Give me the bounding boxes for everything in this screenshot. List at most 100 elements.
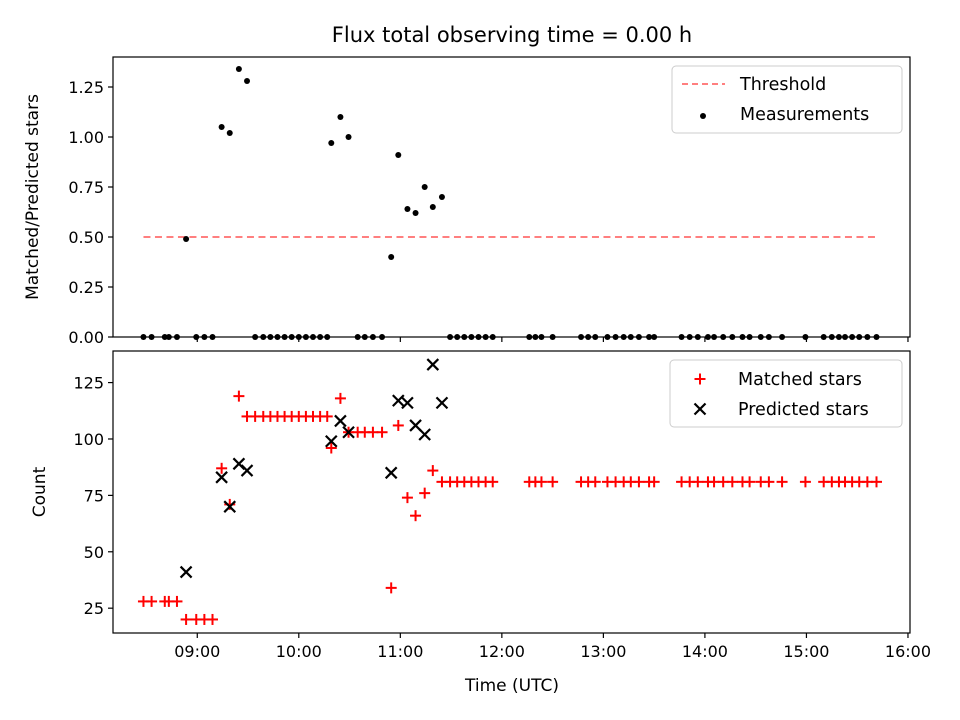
measurement-point xyxy=(686,334,693,340)
measurement-point xyxy=(873,334,880,340)
predicted-star-point-b xyxy=(342,425,355,439)
measurement-point xyxy=(757,334,764,340)
bottom-x-tick-label: 14:00 xyxy=(682,642,728,661)
matched-star-point xyxy=(648,476,660,488)
measurement-point xyxy=(720,334,727,340)
predicted-star-point xyxy=(334,414,347,428)
predicted-star-point xyxy=(392,394,405,407)
matched-star-point xyxy=(392,419,404,431)
matched-star-point xyxy=(692,476,704,488)
matched-star-point xyxy=(146,595,158,607)
matched-star-point xyxy=(216,462,228,474)
matched-star-point xyxy=(535,476,547,488)
predicted-star-point-b xyxy=(401,396,414,410)
predicted-star-point-b xyxy=(435,396,449,410)
bottom-y-tick-label: 50 xyxy=(84,543,104,562)
top-panel-frame xyxy=(112,56,911,338)
measurement-point xyxy=(729,334,736,340)
predicted-star-point-b xyxy=(240,464,254,477)
measurement-point xyxy=(379,334,386,340)
measurement-point xyxy=(849,334,856,340)
measurement-point xyxy=(468,334,475,340)
measurement-point xyxy=(404,206,411,212)
measurement-point xyxy=(538,334,545,340)
legend-matched-label: Matched stars xyxy=(738,370,862,390)
measurement-point xyxy=(412,210,419,216)
matched-star-point xyxy=(870,476,882,488)
measurement-point xyxy=(324,334,331,340)
measurement-point xyxy=(604,334,611,340)
bottom-legend: Matched stars Predicted stars xyxy=(669,359,903,428)
matched-star-point xyxy=(206,613,218,625)
predicted-star-point-b xyxy=(409,419,422,432)
predicted-star-point xyxy=(401,396,414,410)
bottom-y-tick-label: 125 xyxy=(73,374,104,393)
measurement-point xyxy=(842,334,849,340)
measurement-point xyxy=(395,152,402,158)
measurement-point xyxy=(475,334,482,340)
matched-star-point xyxy=(233,390,245,402)
measurement-point xyxy=(337,114,344,120)
measurement-point xyxy=(646,334,653,340)
matched-star-point xyxy=(171,595,183,607)
matched-star-point xyxy=(419,487,431,499)
predicted-star-point xyxy=(435,396,449,410)
matched-star-point xyxy=(410,510,422,522)
bottom-y-tick-label: 100 xyxy=(73,430,104,449)
x-axis-label: Time (UTC) xyxy=(464,676,559,696)
matched-star-point xyxy=(776,476,788,488)
measurement-point xyxy=(678,334,685,340)
measurement-point xyxy=(310,334,317,340)
measurement-point xyxy=(302,334,309,340)
measurement-point xyxy=(802,334,809,340)
measurement-point xyxy=(828,334,835,340)
measurement-point xyxy=(820,334,827,340)
predicted-star-point xyxy=(215,471,228,484)
measurement-point xyxy=(578,334,585,340)
predicted-star-point-b xyxy=(392,394,405,407)
matched-star-point xyxy=(376,426,388,438)
measurement-point xyxy=(295,334,302,340)
measurement-point xyxy=(482,334,489,340)
measurement-point xyxy=(779,334,786,340)
predicted-star-point-b xyxy=(325,434,338,448)
measurement-point xyxy=(274,334,281,340)
top-y-tick-label: 0.75 xyxy=(68,178,104,197)
measurement-point xyxy=(226,130,233,136)
measurement-point xyxy=(193,334,200,340)
top-legend-box xyxy=(671,65,903,134)
bottom-panel-y-axis-label: Count xyxy=(30,466,50,517)
measurement-point xyxy=(201,334,208,340)
bottom-panel-counts: 09:00 10:00 11:00 12:00 13:00 14:00 15:00 16:00… xyxy=(30,350,931,696)
measurement-point xyxy=(429,204,436,210)
measurement-point xyxy=(549,334,556,340)
predicted-star-point-b xyxy=(384,466,398,480)
predicted-star-point-b xyxy=(418,428,431,441)
bottom-panel-frame xyxy=(112,350,911,634)
predicted-star-point xyxy=(384,466,398,480)
measurement-point xyxy=(218,124,225,130)
measurement-point xyxy=(765,334,772,340)
measurement-point xyxy=(173,334,180,340)
measurement-point xyxy=(746,334,753,340)
measurement-point xyxy=(369,334,376,340)
measurement-point xyxy=(694,334,701,340)
matched-star-point xyxy=(799,476,811,488)
measurement-point xyxy=(864,334,871,340)
measurement-point xyxy=(209,334,216,340)
legend-plus-marker xyxy=(694,373,706,385)
top-y-tick-label: 1.25 xyxy=(68,78,104,97)
predicted-star-point-b xyxy=(215,471,228,484)
top-legend: Threshold Measurements xyxy=(671,65,903,134)
legend-cross-marker xyxy=(693,402,707,416)
measurement-point xyxy=(532,334,539,340)
top-y-tick-label: 0.00 xyxy=(68,328,104,347)
measurement-point xyxy=(244,78,251,84)
measurement-point xyxy=(140,334,147,340)
matched-star-point xyxy=(401,492,413,504)
top-panel-y-ticks: 0.00 0.25 0.50 0.75 1.00 1.25 xyxy=(68,78,113,347)
measurement-point xyxy=(267,334,274,340)
measurement-point xyxy=(317,334,324,340)
bottom-x-tick-label: 15:00 xyxy=(783,642,829,661)
